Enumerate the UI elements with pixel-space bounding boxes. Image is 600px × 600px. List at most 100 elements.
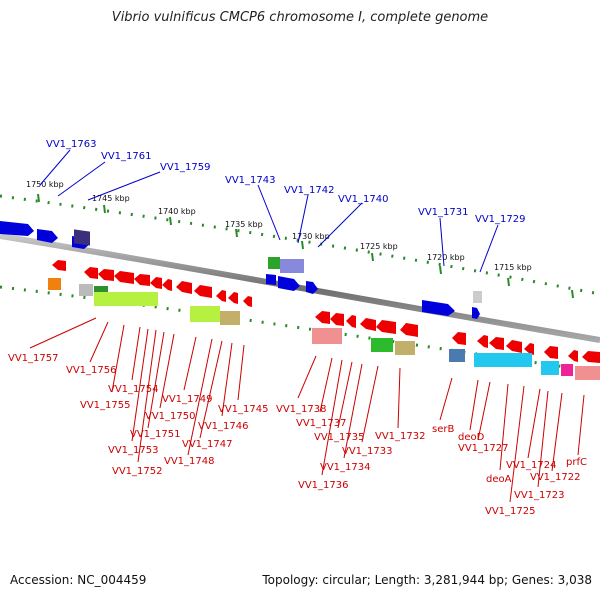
gene-arrow[interactable] bbox=[330, 313, 344, 326]
leader-line bbox=[577, 394, 585, 456]
gene-arrow[interactable] bbox=[266, 274, 276, 285]
gene-label[interactable]: VV1_1759 bbox=[160, 162, 211, 173]
gene-block[interactable] bbox=[473, 291, 482, 303]
gene-label[interactable]: VV1_1753 bbox=[108, 445, 159, 456]
gene-label[interactable]: prfC bbox=[566, 457, 587, 468]
gene-arrow[interactable] bbox=[243, 296, 252, 307]
gene-arrow[interactable] bbox=[134, 274, 150, 286]
gene-arrow[interactable] bbox=[544, 346, 558, 359]
gene-block[interactable] bbox=[94, 292, 158, 306]
gene-arrow[interactable] bbox=[306, 281, 318, 294]
gene-arrow[interactable] bbox=[162, 279, 172, 291]
gene-label[interactable]: deoD bbox=[458, 432, 485, 443]
gene-block[interactable] bbox=[220, 311, 240, 325]
gene-block[interactable] bbox=[280, 259, 304, 273]
gene-label[interactable]: VV1_1747 bbox=[182, 439, 233, 450]
gene-block[interactable] bbox=[371, 338, 393, 352]
lower-leader-lines bbox=[29, 317, 585, 503]
leader-line bbox=[297, 355, 317, 399]
gene-label[interactable]: VV1_1752 bbox=[112, 466, 163, 477]
gene-arrow[interactable] bbox=[194, 285, 212, 298]
gene-arrow[interactable] bbox=[346, 315, 356, 328]
gene-arrow[interactable] bbox=[422, 300, 455, 316]
gene-arrow[interactable] bbox=[216, 290, 226, 302]
gene-cluster-reverse-2 bbox=[315, 311, 418, 337]
gene-arrow[interactable] bbox=[150, 277, 162, 289]
gene-label[interactable]: VV1_1734 bbox=[320, 462, 371, 473]
gene-block[interactable] bbox=[79, 284, 93, 296]
gene-label[interactable]: VV1_1733 bbox=[342, 446, 393, 457]
gene-label[interactable]: VV1_1735 bbox=[314, 432, 365, 443]
gene-label[interactable]: VV1_1727 bbox=[458, 443, 509, 454]
gene-label[interactable]: deoA bbox=[486, 474, 512, 485]
leader-line bbox=[551, 392, 563, 472]
gene-arrow[interactable] bbox=[114, 271, 134, 284]
gene-arrow[interactable] bbox=[582, 351, 600, 363]
gene-arrow[interactable] bbox=[360, 318, 376, 331]
gene-label[interactable]: VV1_1737 bbox=[296, 418, 347, 429]
gene-label[interactable]: VV1_1751 bbox=[130, 429, 181, 440]
gene-label[interactable]: serB bbox=[432, 424, 454, 435]
gene-arrow[interactable] bbox=[98, 269, 114, 281]
gene-block[interactable] bbox=[449, 349, 465, 362]
gene-label[interactable]: VV1_1749 bbox=[162, 394, 213, 405]
gene-arrow[interactable] bbox=[315, 311, 330, 324]
gene-label[interactable]: VV1_1757 bbox=[8, 353, 59, 364]
gene-arrow[interactable] bbox=[568, 350, 578, 362]
gene-block[interactable] bbox=[268, 257, 280, 269]
gene-arrow[interactable] bbox=[506, 340, 522, 353]
gene-label[interactable]: VV1_1740 bbox=[338, 194, 389, 205]
gene-block[interactable] bbox=[48, 278, 61, 290]
gene-block[interactable] bbox=[474, 353, 532, 367]
gene-block[interactable] bbox=[575, 366, 600, 380]
gene-label[interactable]: VV1_1754 bbox=[108, 384, 159, 395]
gene-label[interactable]: VV1_1763 bbox=[46, 139, 97, 150]
gene-block[interactable] bbox=[541, 361, 559, 375]
gene-block[interactable] bbox=[561, 364, 573, 376]
gene-label[interactable]: VV1_1743 bbox=[225, 175, 276, 186]
gene-label[interactable]: VV1_1748 bbox=[164, 456, 215, 467]
leader-line bbox=[317, 202, 363, 248]
gene-label[interactable]: VV1_1724 bbox=[506, 460, 557, 471]
gene-arrow[interactable] bbox=[228, 292, 238, 304]
gene-cluster-reverse-1 bbox=[84, 267, 252, 307]
gene-arrow[interactable] bbox=[524, 343, 534, 355]
gene-arrow[interactable] bbox=[400, 323, 418, 337]
gene-block[interactable] bbox=[190, 306, 220, 322]
gene-label[interactable]: VV1_1756 bbox=[66, 365, 117, 376]
gene-label[interactable]: VV1_1745 bbox=[218, 404, 269, 415]
gene-label[interactable]: VV1_1750 bbox=[145, 411, 196, 422]
gene-block[interactable] bbox=[395, 341, 415, 355]
gene-label[interactable]: VV1_1755 bbox=[80, 400, 131, 411]
gene-label[interactable]: VV1_1722 bbox=[530, 472, 581, 483]
gene-arrow[interactable] bbox=[37, 229, 58, 243]
gene-label[interactable]: VV1_1731 bbox=[418, 207, 469, 218]
leader-line bbox=[29, 317, 97, 349]
gene-label[interactable]: VV1_1761 bbox=[101, 151, 152, 162]
gene-label[interactable]: VV1_1746 bbox=[198, 421, 249, 432]
scale-major-tick bbox=[169, 216, 172, 226]
gene-arrow[interactable] bbox=[0, 221, 34, 236]
gene-arrow[interactable] bbox=[376, 320, 396, 334]
gene-label[interactable]: VV1_1723 bbox=[514, 490, 565, 501]
gene-arrow[interactable] bbox=[84, 267, 98, 279]
gene-arrow[interactable] bbox=[452, 332, 466, 345]
gene-block[interactable] bbox=[94, 286, 108, 296]
scale-label: 1715 kbp bbox=[494, 263, 532, 272]
gene-arrow[interactable] bbox=[52, 260, 66, 271]
gene-arrow[interactable] bbox=[477, 335, 488, 348]
gene-arrow[interactable] bbox=[472, 307, 480, 319]
gene-label[interactable]: VV1_1742 bbox=[284, 185, 335, 196]
gene-label[interactable]: VV1_1725 bbox=[485, 506, 536, 517]
gene-arrow[interactable] bbox=[176, 281, 192, 294]
gene-label[interactable]: VV1_1732 bbox=[375, 431, 426, 442]
gene-arrow[interactable] bbox=[278, 276, 300, 291]
scale-major-ticks bbox=[37, 193, 574, 299]
leader-line bbox=[257, 184, 281, 241]
gene-label[interactable]: VV1_1738 bbox=[276, 404, 327, 415]
gene-block[interactable] bbox=[74, 229, 90, 246]
gene-label[interactable]: VV1_1736 bbox=[298, 480, 349, 491]
gene-label[interactable]: VV1_1729 bbox=[475, 214, 526, 225]
gene-arrow[interactable] bbox=[489, 337, 504, 350]
gene-block[interactable] bbox=[312, 328, 342, 344]
